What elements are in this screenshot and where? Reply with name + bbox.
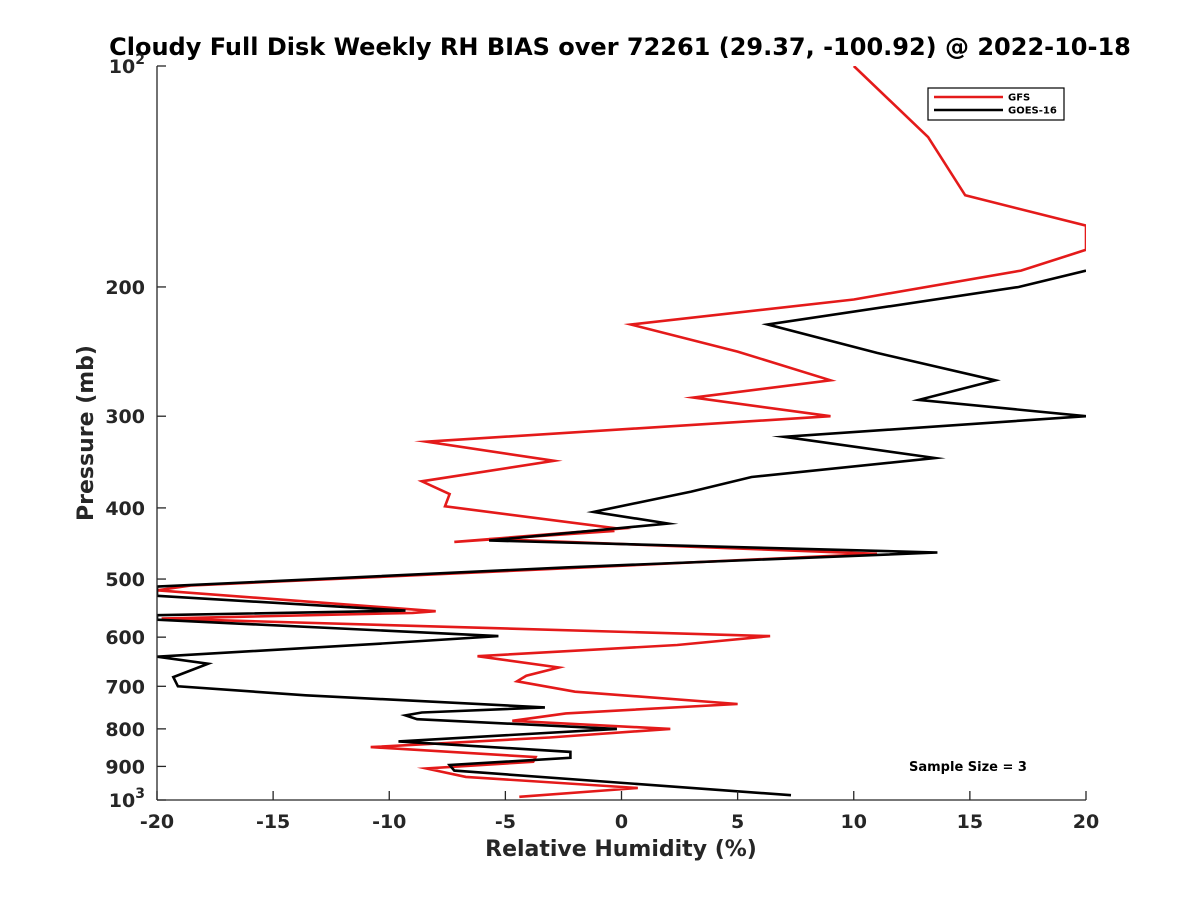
legend-label-gfs: GFS	[1008, 93, 1030, 104]
y-tick-label: 400	[105, 498, 145, 520]
legend: GFS GOES-16	[927, 87, 1065, 121]
x-tick-label: 10	[841, 811, 867, 833]
x-tick-label: -10	[372, 811, 406, 833]
x-tick-label: -5	[495, 811, 516, 833]
y-tick-label: 300	[105, 406, 145, 428]
y-tick-label: 103	[109, 786, 145, 812]
y-tick-label: 700	[105, 676, 145, 698]
y-tick-label: 900	[105, 756, 145, 778]
x-ticks: -20 -15 -10 -5 0 5 10 15 20	[140, 791, 1099, 833]
x-tick-label: -15	[256, 811, 290, 833]
y-tick-label: 500	[105, 569, 145, 591]
x-tick-label: 0	[615, 811, 628, 833]
y-tick-label: 600	[105, 627, 145, 649]
legend-box	[927, 87, 1065, 121]
chart-title: Cloudy Full Disk Weekly RH BIAS over 722…	[109, 33, 1131, 61]
x-tick-label: 20	[1073, 811, 1099, 833]
legend-label-goes16: GOES-16	[1008, 106, 1057, 117]
x-tick-label: 15	[957, 811, 983, 833]
sample-size-annotation: Sample Size = 3	[909, 760, 1027, 775]
y-ticks: 102 200 300 400 500 600 700 800 900 103	[105, 52, 166, 812]
y-axis-label: Pressure (mb)	[74, 345, 99, 521]
x-axis-label: Relative Humidity (%)	[485, 837, 757, 862]
x-tick-label: 5	[731, 811, 744, 833]
x-tick-label: -20	[140, 811, 174, 833]
y-tick-label: 102	[109, 52, 145, 78]
series-line-goes16	[157, 269, 1086, 797]
y-tick-label: 800	[105, 719, 145, 741]
series-layer	[157, 66, 1086, 799]
y-tick-label: 200	[105, 277, 145, 299]
